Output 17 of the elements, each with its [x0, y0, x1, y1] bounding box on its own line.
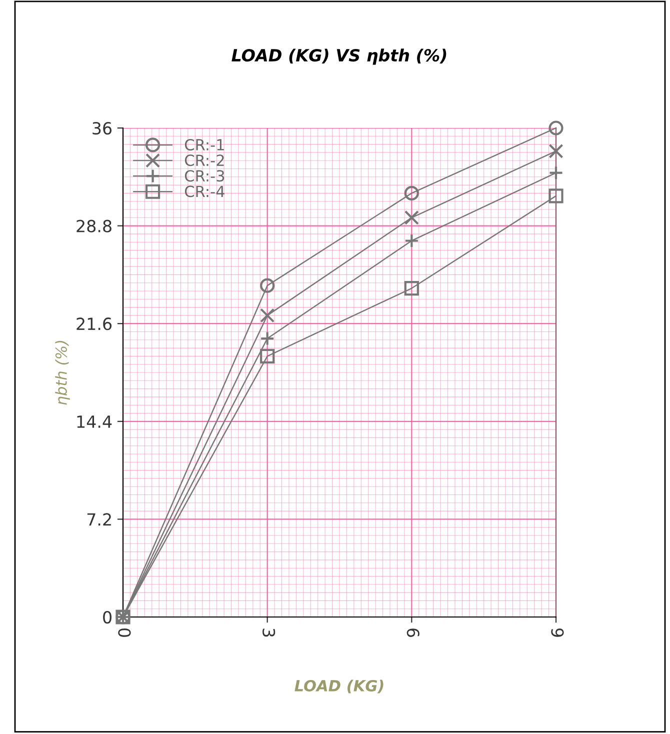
y-tick-label: 28.8: [76, 220, 112, 232]
y-tick-label: 14.4: [77, 416, 112, 428]
y-tick-label: 7.2: [87, 513, 111, 526]
chart-title: LOAD (KG) VS ηbth (%): [232, 48, 446, 65]
legend-label: CR:-4: [184, 186, 224, 198]
x-tick-label: 0: [118, 628, 131, 637]
y-tick-label: 36: [92, 122, 112, 135]
legend-label: CR:-3: [184, 170, 224, 182]
y-tick-label: 0: [103, 610, 112, 624]
legend-label: CR:-1: [184, 138, 224, 151]
x-axis-title: LOAD (KG): [294, 680, 384, 694]
legend-label: CR:-2: [184, 154, 224, 166]
x-tick-label: 9: [551, 628, 564, 637]
y-tick-label: 21.6: [76, 318, 112, 330]
x-tick-label: 3: [262, 628, 276, 637]
x-tick-label: 6: [406, 628, 420, 637]
y-axis-title: ηbth (%): [55, 340, 70, 405]
